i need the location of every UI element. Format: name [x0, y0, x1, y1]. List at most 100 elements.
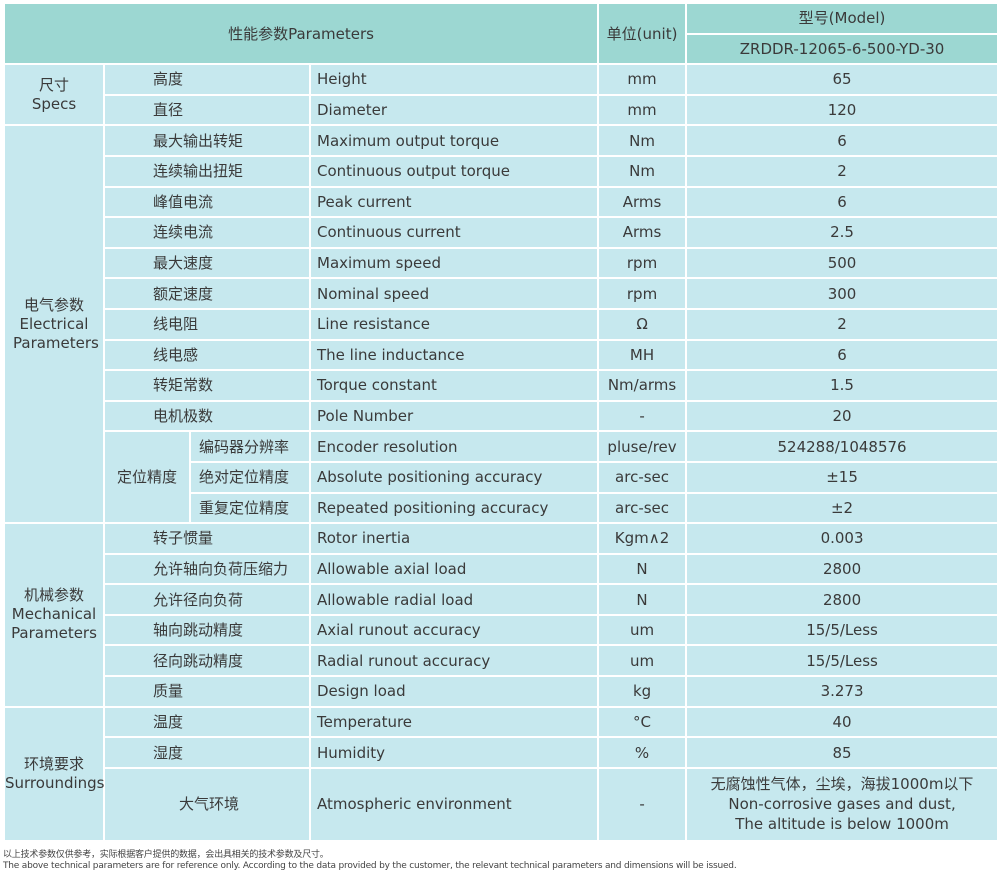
table-row: 绝对定位精度 Absolute positioning accuracy arc-s…: [4, 460, 1000, 494]
param-value: 2.5: [685, 216, 1000, 249]
category-cell: 环境要求 Surroundings: [3, 705, 105, 842]
param-en: Maximum speed: [308, 246, 600, 280]
param-en: Peak current: [308, 185, 600, 219]
param-unit: N: [597, 552, 688, 586]
table-row: 质量 Design load kg 3.273: [4, 675, 1000, 708]
param-unit: Nm/arms: [597, 369, 688, 402]
param-value: 1.5: [685, 369, 1000, 402]
table-row: 大气环境 Atmospheric environment - 无腐蚀性气体，尘埃，海拔…: [4, 766, 1000, 842]
param-unit: rpm: [597, 246, 688, 280]
model-header: 型号(Model): [685, 2, 1000, 35]
param-en: Nominal speed: [308, 277, 600, 310]
category-zh: 电气参数: [23, 295, 84, 314]
param-en: Maximum output torque: [308, 124, 600, 157]
table-row: 重复定位精度 Repeated positioning accuracy arc-s…: [4, 491, 1000, 525]
param-value: 300: [685, 277, 1000, 310]
param-value: 85: [685, 736, 1000, 769]
table-row: 机械参数 Mechanical Parameters 转子惯量 Rotor inert…: [3, 522, 1000, 708]
category-en: Mechanical Parameters: [11, 605, 97, 643]
param-unit: um: [597, 613, 688, 647]
param-unit: Nm: [597, 154, 688, 188]
param-en: Continuous current: [308, 216, 600, 249]
category-cell: 机械参数 Mechanical Parameters: [3, 522, 105, 708]
param-value: 6: [685, 124, 1000, 157]
param-value: ±15: [685, 460, 1000, 494]
table-row: 峰值电流 Peak current Arms 6: [4, 185, 1000, 219]
param-zh: 允许径向负荷: [103, 583, 311, 616]
param-unit: Ω: [597, 307, 688, 341]
param-zh: 高度: [103, 63, 311, 96]
param-en: Atmospheric environment: [308, 766, 600, 842]
param-en: Allowable axial load: [308, 552, 600, 586]
param-value: 40: [685, 705, 1000, 739]
param-en: Humidity: [308, 736, 600, 769]
param-unit: mm: [597, 93, 688, 127]
param-unit: Arms: [597, 185, 688, 219]
param-value: 6: [685, 338, 1000, 372]
param-unit: %: [597, 736, 688, 769]
param-zh: 允许轴向负荷压缩力: [103, 552, 311, 586]
param-zh: 连续电流: [103, 216, 311, 249]
param-en: Encoder resolution: [308, 430, 600, 463]
param-en: Pole Number: [308, 399, 600, 433]
param-en: Height: [308, 63, 600, 96]
table-row: 尺寸 Specs 高度 Height mm 65: [3, 63, 1000, 127]
param-unit: rpm: [597, 277, 688, 310]
param-zh: 径向跳动精度: [103, 644, 311, 678]
param-unit: °C: [597, 705, 688, 739]
param-zh: 峰值电流: [103, 185, 311, 219]
header-row: ZRDDR-12065-6-500-YD-30: [4, 32, 1000, 66]
param-unit: pluse/rev: [597, 430, 688, 463]
params-header: 性能参数Parameters: [2, 1, 600, 66]
param-en: Absolute positioning accuracy: [308, 460, 600, 494]
param-unit: Nm: [597, 124, 688, 157]
param-zh: 最大速度: [103, 246, 311, 280]
param-value: 2800: [685, 552, 1000, 586]
param-zh: 电机极数: [103, 399, 311, 433]
table-row: 轴向跳动精度 Axial runout accuracy um 15/5/Less: [4, 613, 1000, 647]
param-zh: 转子惯量: [103, 522, 311, 555]
param-zh: 温度: [103, 705, 311, 739]
param-unit: -: [597, 399, 688, 433]
table-row: 最大速度 Maximum speed rpm 500: [4, 246, 1000, 280]
category-en: Surroundings: [5, 773, 105, 792]
category-zh: 环境要求: [23, 754, 84, 773]
param-zh: 湿度: [103, 736, 311, 769]
param-zh: 大气环境: [103, 766, 311, 842]
table-row: 直径 Diameter mm 120: [4, 93, 1000, 127]
param-zh: 线电感: [103, 338, 311, 372]
spec-table: 性能参数Parameters 单位(unit) 型号(Model) ZRDDR-…: [2, 1, 1000, 842]
table-row: 径向跳动精度 Radial runout accuracy um 15/5/Less: [4, 644, 1000, 678]
table-row: 允许径向负荷 Allowable radial load N 2800: [4, 583, 1000, 616]
param-zh: 额定速度: [103, 277, 311, 310]
param-zh: 质量: [103, 675, 311, 708]
param-zh: 轴向跳动精度: [103, 613, 311, 647]
param-en: Repeated positioning accuracy: [308, 491, 600, 525]
param-en: Design load: [308, 675, 600, 708]
category-zh: 尺寸: [38, 75, 69, 94]
param-zh: 线电阻: [103, 307, 311, 341]
model-name: ZRDDR-12065-6-500-YD-30: [685, 32, 1000, 66]
param-en: Torque constant: [308, 369, 600, 402]
table-row: 连续电流 Continuous current Arms 2.5: [4, 216, 1000, 249]
unit-header: 单位(unit): [597, 1, 688, 66]
param-zh: 直径: [103, 93, 311, 127]
param-value: 无腐蚀性气体，尘埃，海拔1000m以下 Non-corrosive gases …: [685, 766, 1000, 842]
param-unit: MH: [597, 338, 688, 372]
param-en: The line inductance: [308, 338, 600, 372]
table-row: 允许轴向负荷压缩力 Allowable axial load N 2800: [4, 552, 1000, 586]
param-zh: 编码器分辨率: [189, 430, 311, 463]
param-value: 20: [685, 399, 1000, 433]
param-value: 15/5/Less: [685, 644, 1000, 678]
table-row: 线电感 The line inductance MH 6: [4, 338, 1000, 372]
param-zh: 转矩常数: [103, 369, 311, 402]
param-value: 2800: [685, 583, 1000, 616]
table-row: 电机极数 Pole Number -20: [4, 399, 1000, 433]
category-cell: 电气参数 Electrical Parameters: [3, 124, 105, 525]
table-row: 电气参数 Electrical Parameters 最大输出转矩 Maximum o…: [3, 124, 1000, 525]
param-unit: -: [597, 766, 688, 842]
table-row: 连续输出扭矩 Continuous output torque Nm 2: [4, 154, 1000, 188]
table-row: 环境要求 Surroundings 温度 Temperature °C 40: [3, 705, 1000, 842]
param-value: 524288/1048576: [685, 430, 1000, 463]
param-value: 0.003: [685, 522, 1000, 555]
